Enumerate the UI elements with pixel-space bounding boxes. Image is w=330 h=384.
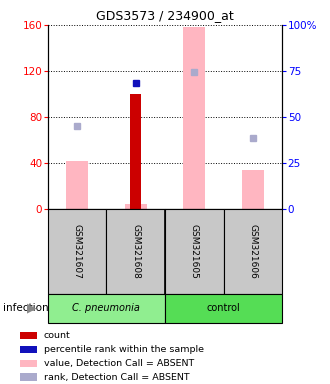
Text: ▶: ▶ (26, 302, 36, 314)
Bar (48, 209, 106, 294)
Bar (48, 294, 165, 323)
Bar (183, 27, 205, 209)
Bar (19, 373, 37, 381)
Text: GSM321608: GSM321608 (131, 224, 140, 279)
Bar (224, 209, 282, 294)
Bar (106, 209, 165, 294)
Text: percentile rank within the sample: percentile rank within the sample (44, 345, 204, 354)
Text: rank, Detection Call = ABSENT: rank, Detection Call = ABSENT (44, 372, 189, 382)
Text: GSM321607: GSM321607 (73, 224, 82, 279)
Bar (165, 209, 224, 294)
Bar (242, 170, 264, 209)
Bar (125, 204, 147, 209)
Bar (19, 359, 37, 367)
Bar (66, 161, 88, 209)
Bar (130, 94, 141, 209)
Text: count: count (44, 331, 71, 340)
Bar (19, 332, 37, 339)
Text: infection: infection (3, 303, 49, 313)
Text: control: control (207, 303, 241, 313)
Bar (165, 294, 282, 323)
Title: GDS3573 / 234900_at: GDS3573 / 234900_at (96, 9, 234, 22)
Bar (19, 346, 37, 353)
Text: value, Detection Call = ABSENT: value, Detection Call = ABSENT (44, 359, 194, 367)
Text: C. pneumonia: C. pneumonia (73, 303, 140, 313)
Text: GSM321606: GSM321606 (248, 224, 257, 279)
Text: GSM321605: GSM321605 (190, 224, 199, 279)
